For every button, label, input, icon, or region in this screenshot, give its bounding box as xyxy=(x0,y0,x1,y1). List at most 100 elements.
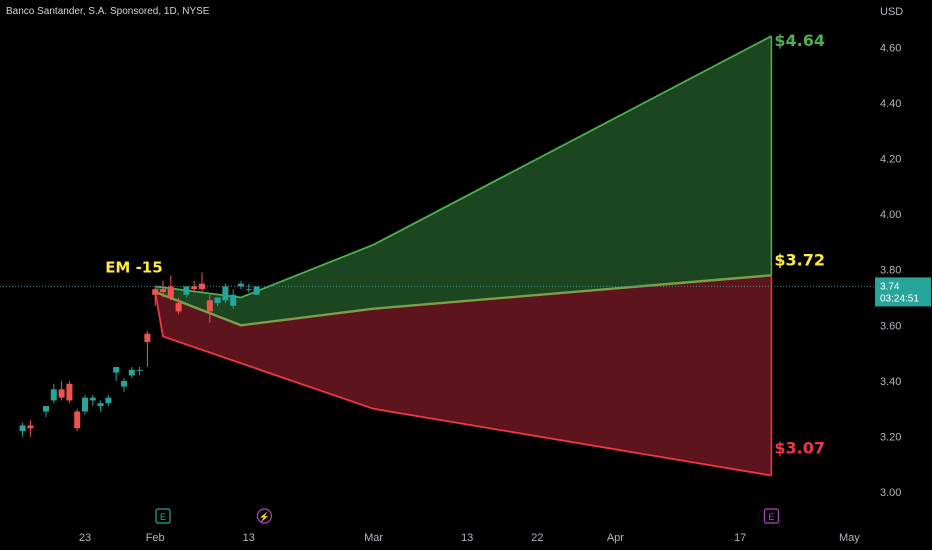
candle xyxy=(183,286,190,298)
lower-target-label: $3.07 xyxy=(774,439,825,458)
candle-body xyxy=(206,300,213,312)
event-marker-symbol: ⚡ xyxy=(259,511,270,523)
candle-body xyxy=(175,303,182,312)
last-price-tag-background xyxy=(875,277,931,307)
candle xyxy=(214,297,221,306)
candle xyxy=(121,378,127,393)
candle xyxy=(167,275,174,301)
event-marker-frame xyxy=(155,508,171,524)
candle xyxy=(152,286,159,306)
candle-body xyxy=(27,425,34,429)
price-tick-label: 4.20 xyxy=(880,154,901,166)
candle xyxy=(97,400,104,412)
candle xyxy=(245,283,252,292)
candle-body xyxy=(105,397,112,404)
candle-body xyxy=(97,403,104,406)
upper-target-label: $4.64 xyxy=(774,31,825,50)
price-tick-label: 3.20 xyxy=(880,432,901,444)
earnings-event-marker[interactable]: E xyxy=(763,508,780,524)
candle xyxy=(238,280,244,290)
candle-body xyxy=(128,369,135,376)
event-markers[interactable]: E ⚡ E xyxy=(155,508,780,524)
dividend-event-marker[interactable]: ⚡ xyxy=(256,508,272,524)
candle-body xyxy=(222,286,229,301)
candle xyxy=(82,394,88,415)
candle-body xyxy=(144,333,151,343)
event-marker-symbol: E xyxy=(768,512,774,522)
expected-move-labels: EM -15 $4.64 $3.72 $3.07 xyxy=(105,31,825,457)
candle-body xyxy=(43,405,49,412)
candle xyxy=(19,422,26,437)
time-tick-label: 22 xyxy=(531,532,543,544)
candle-body xyxy=(199,283,205,290)
candle xyxy=(206,294,213,323)
time-axis[interactable]: 23 Feb 13 Mar 13 22 Apr 17 May xyxy=(79,532,860,544)
candle-body xyxy=(19,425,26,432)
candle xyxy=(58,380,65,401)
last-price-tag: 3.74 03:24:51 xyxy=(875,277,931,307)
candle-body xyxy=(167,286,174,298)
candlestick-series xyxy=(19,272,260,437)
candle-body xyxy=(113,367,120,373)
candle-body xyxy=(238,283,244,287)
candle-body xyxy=(89,397,96,401)
price-tick-label: 4.00 xyxy=(880,209,901,221)
candle xyxy=(50,383,57,404)
candle-body xyxy=(230,294,237,306)
event-marker-frame xyxy=(763,508,780,524)
candle-body xyxy=(160,289,166,292)
time-tick-label: 23 xyxy=(79,532,91,544)
last-price-value: 3.74 xyxy=(880,281,900,292)
symbol-title[interactable]: Banco Santander, S.A. Sponsored, 1D, NYS… xyxy=(6,6,210,17)
candle-body xyxy=(253,286,260,295)
candle xyxy=(113,367,120,381)
earnings-event-marker[interactable]: E xyxy=(155,508,171,524)
price-axis[interactable]: 3.00 3.20 3.40 3.60 3.80 4.00 4.20 4.40 4.60 xyxy=(880,42,901,499)
time-tick-label: 13 xyxy=(461,532,473,544)
candle xyxy=(160,280,166,298)
time-tick-label: 13 xyxy=(243,532,255,544)
time-tick-label: 17 xyxy=(734,532,746,544)
event-marker-symbol: E xyxy=(160,512,166,522)
candle-body xyxy=(245,289,252,291)
candle-body xyxy=(152,289,159,295)
expected-move-zones xyxy=(154,35,773,477)
candle-body xyxy=(66,383,73,401)
candle-body xyxy=(50,389,57,401)
bar-countdown: 03:24:51 xyxy=(880,293,919,304)
time-tick-label: May xyxy=(839,532,860,544)
candle xyxy=(144,330,151,368)
candle xyxy=(175,297,182,315)
candle-body xyxy=(74,411,81,429)
time-tick-label: Mar xyxy=(364,532,383,544)
candle xyxy=(128,367,135,379)
candle xyxy=(230,289,237,309)
event-marker-frame xyxy=(256,508,272,524)
candle xyxy=(191,280,198,292)
price-tick-label: 4.40 xyxy=(880,98,901,110)
price-tick-label: 3.00 xyxy=(880,487,901,499)
candle-body xyxy=(82,397,88,412)
currency-label[interactable]: USD xyxy=(880,6,903,18)
candle-body xyxy=(191,286,198,290)
candle xyxy=(136,367,143,376)
upper-zone-fill xyxy=(155,36,772,326)
time-tick-label: Apr xyxy=(607,532,624,544)
candle-body xyxy=(214,297,221,304)
price-tick-label: 3.80 xyxy=(880,265,901,277)
upper-bound-line xyxy=(155,35,772,299)
candle-body xyxy=(58,389,65,398)
candle xyxy=(222,283,229,304)
candle xyxy=(199,272,205,292)
candle xyxy=(27,419,34,437)
price-tick-label: 3.60 xyxy=(880,320,901,332)
lower-bound-line xyxy=(154,291,772,477)
candle-body xyxy=(121,380,127,387)
candle-body xyxy=(183,286,190,295)
candle xyxy=(253,286,260,295)
price-tick-label: 3.40 xyxy=(880,376,901,388)
em-label: EM -15 xyxy=(105,258,163,276)
lower-zone-fill xyxy=(155,275,772,476)
price-tick-label: 4.60 xyxy=(880,42,901,54)
